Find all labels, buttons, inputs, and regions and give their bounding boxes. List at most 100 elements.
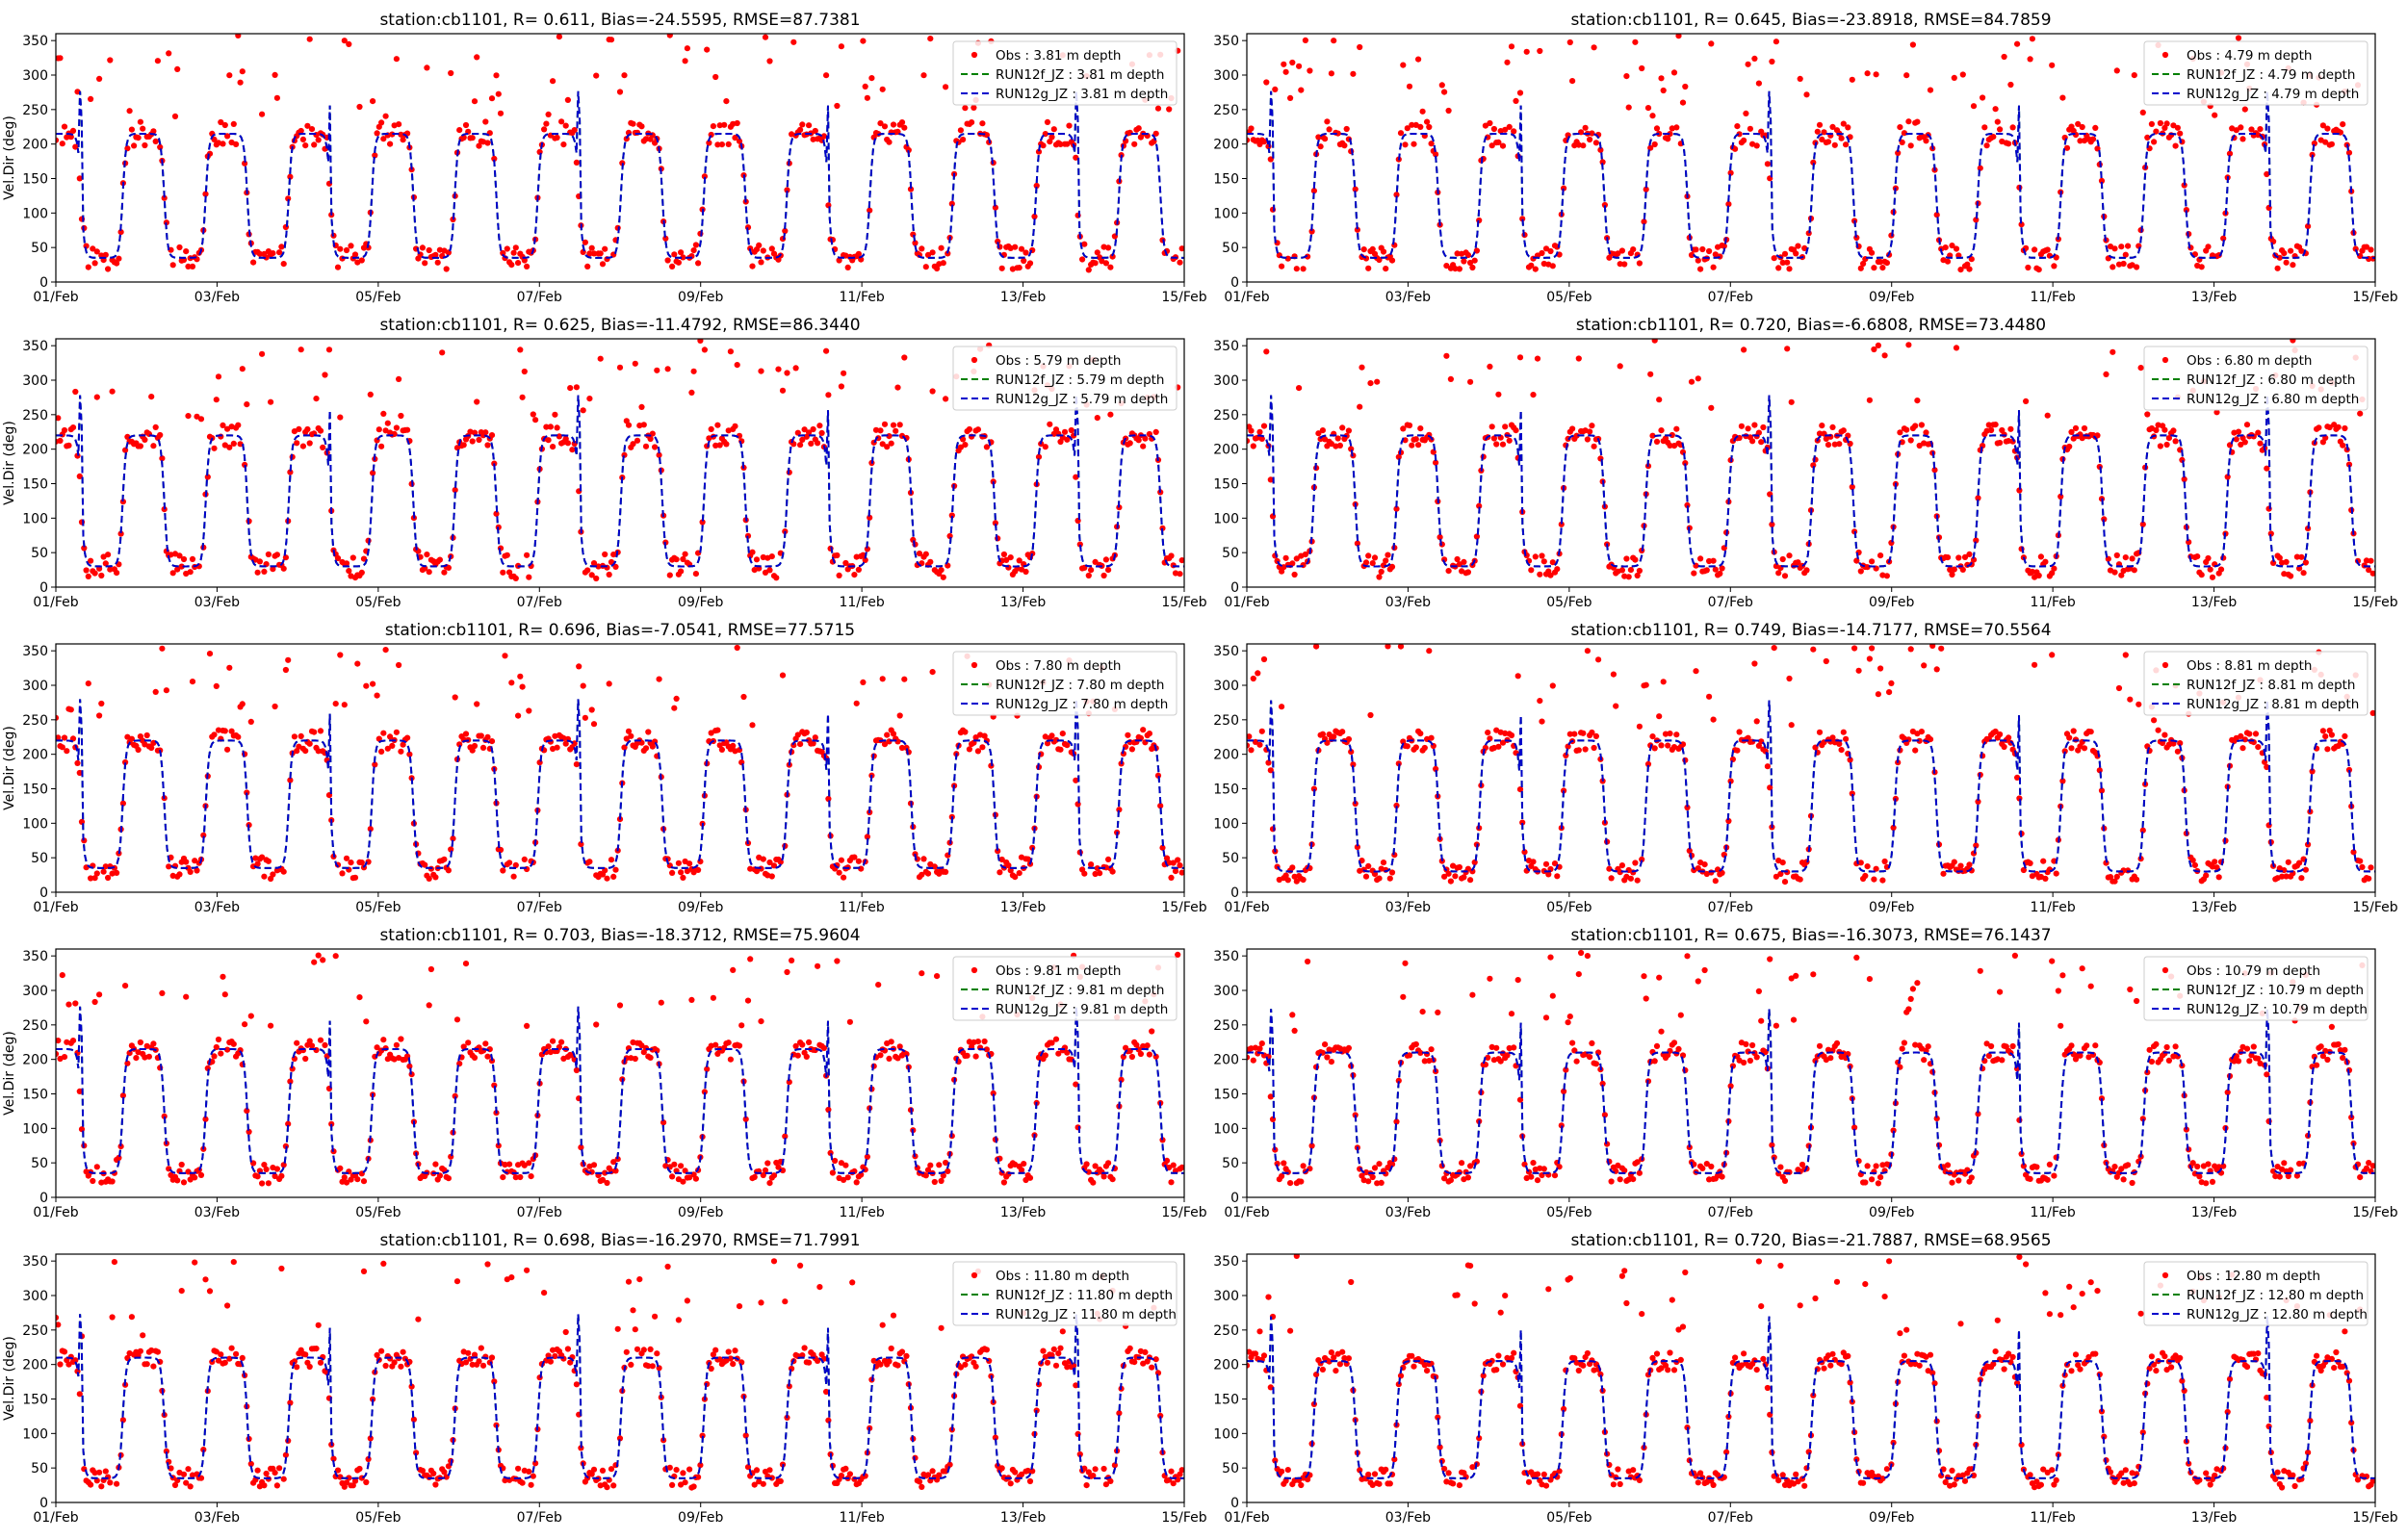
obs-point	[2345, 766, 2353, 774]
obs-point	[1495, 139, 1502, 145]
obs-point	[1350, 70, 1357, 77]
obs-point	[1467, 877, 1474, 884]
obs-point	[299, 443, 306, 449]
obs-point	[2274, 265, 2281, 271]
obs-point	[1566, 38, 1573, 46]
obs-point	[2198, 264, 2205, 270]
obs-point	[943, 84, 949, 90]
legend-obs-marker	[971, 51, 978, 59]
obs-point	[88, 875, 94, 882]
x-tick-label: 03/Feb	[194, 1205, 240, 1220]
obs-point	[1644, 105, 1652, 112]
obs-point	[806, 1039, 813, 1045]
obs-point	[294, 440, 300, 447]
obs-point	[250, 259, 257, 266]
obs-point	[725, 1040, 732, 1046]
obs-point	[128, 126, 135, 133]
obs-point	[441, 1469, 448, 1476]
obs-point	[96, 75, 103, 82]
obs-point	[2366, 875, 2372, 882]
obs-point	[500, 1174, 506, 1181]
obs-point	[510, 249, 517, 256]
obs-point	[2196, 1173, 2203, 1180]
obs-point	[56, 137, 60, 143]
obs-point	[1400, 62, 1407, 68]
obs-point	[1795, 243, 1801, 249]
obs-point	[298, 127, 304, 135]
obs-point	[1464, 1174, 1471, 1181]
obs-point	[247, 718, 254, 726]
obs-point	[1591, 443, 1597, 449]
obs-point	[1797, 876, 1803, 883]
obs-point	[2032, 246, 2038, 253]
obs-point	[1461, 258, 1467, 265]
obs-point	[1021, 257, 1027, 265]
obs-point	[265, 551, 272, 558]
obs-point	[1026, 1174, 1034, 1181]
obs-point	[1170, 1162, 1177, 1168]
obs-point	[588, 572, 595, 578]
obs-point	[680, 1178, 686, 1185]
obs-point	[178, 1161, 185, 1168]
obs-point	[2051, 565, 2058, 572]
obs-point	[1109, 253, 1116, 260]
obs-point	[2063, 144, 2071, 151]
obs-point	[348, 243, 354, 249]
obs-point	[482, 118, 489, 125]
obs-point	[69, 735, 77, 742]
obs-point	[1810, 971, 1817, 978]
obs-point	[983, 444, 990, 450]
obs-point	[2144, 134, 2151, 141]
obs-point	[61, 426, 68, 434]
obs-point	[398, 131, 404, 138]
obs-point	[862, 83, 868, 90]
obs-point	[491, 1378, 498, 1385]
obs-point	[298, 346, 304, 353]
obs-point	[157, 431, 164, 439]
obs-point	[894, 384, 901, 391]
obs-point	[2042, 875, 2049, 883]
obs-point	[187, 569, 194, 576]
obs-point	[1580, 730, 1587, 736]
obs-point	[1415, 442, 1422, 449]
obs-point	[2363, 557, 2370, 564]
obs-point	[1012, 1469, 1019, 1476]
obs-point	[1428, 1046, 1435, 1053]
obs-point	[640, 422, 647, 428]
obs-point	[384, 745, 391, 752]
obs-point	[1779, 555, 1786, 563]
obs-point	[543, 120, 550, 127]
obs-point	[1953, 345, 1960, 351]
obs-point	[823, 72, 830, 79]
obs-point	[1514, 977, 1521, 984]
obs-point	[1816, 1042, 1824, 1049]
obs-point	[1857, 860, 1864, 866]
obs-point	[1853, 557, 1860, 564]
obs-point	[215, 1357, 222, 1364]
obs-point	[1777, 1164, 1784, 1170]
obs-point	[1328, 70, 1334, 77]
y-tick-label: 250	[1213, 103, 1239, 118]
obs-point	[2317, 1043, 2324, 1050]
obs-point	[849, 1279, 856, 1286]
obs-point	[370, 470, 376, 476]
obs-point	[322, 1041, 328, 1048]
obs-point	[669, 1173, 676, 1180]
obs-point	[782, 227, 789, 235]
obs-point	[810, 740, 816, 747]
obs-point	[1152, 428, 1159, 435]
obs-point	[1135, 125, 1142, 132]
obs-point	[135, 746, 142, 754]
obs-point	[1248, 125, 1255, 132]
y-tick-label: 0	[39, 1191, 48, 1206]
obs-point	[1563, 1066, 1569, 1073]
obs-point	[938, 1324, 945, 1331]
obs-point	[1088, 567, 1095, 574]
obs-point	[2040, 858, 2047, 864]
obs-point	[1632, 556, 1639, 563]
obs-point	[929, 669, 936, 676]
obs-point	[2369, 1163, 2375, 1169]
obs-point	[220, 422, 226, 428]
obs-point	[1632, 38, 1639, 45]
x-tick-label: 13/Feb	[1000, 290, 1046, 305]
